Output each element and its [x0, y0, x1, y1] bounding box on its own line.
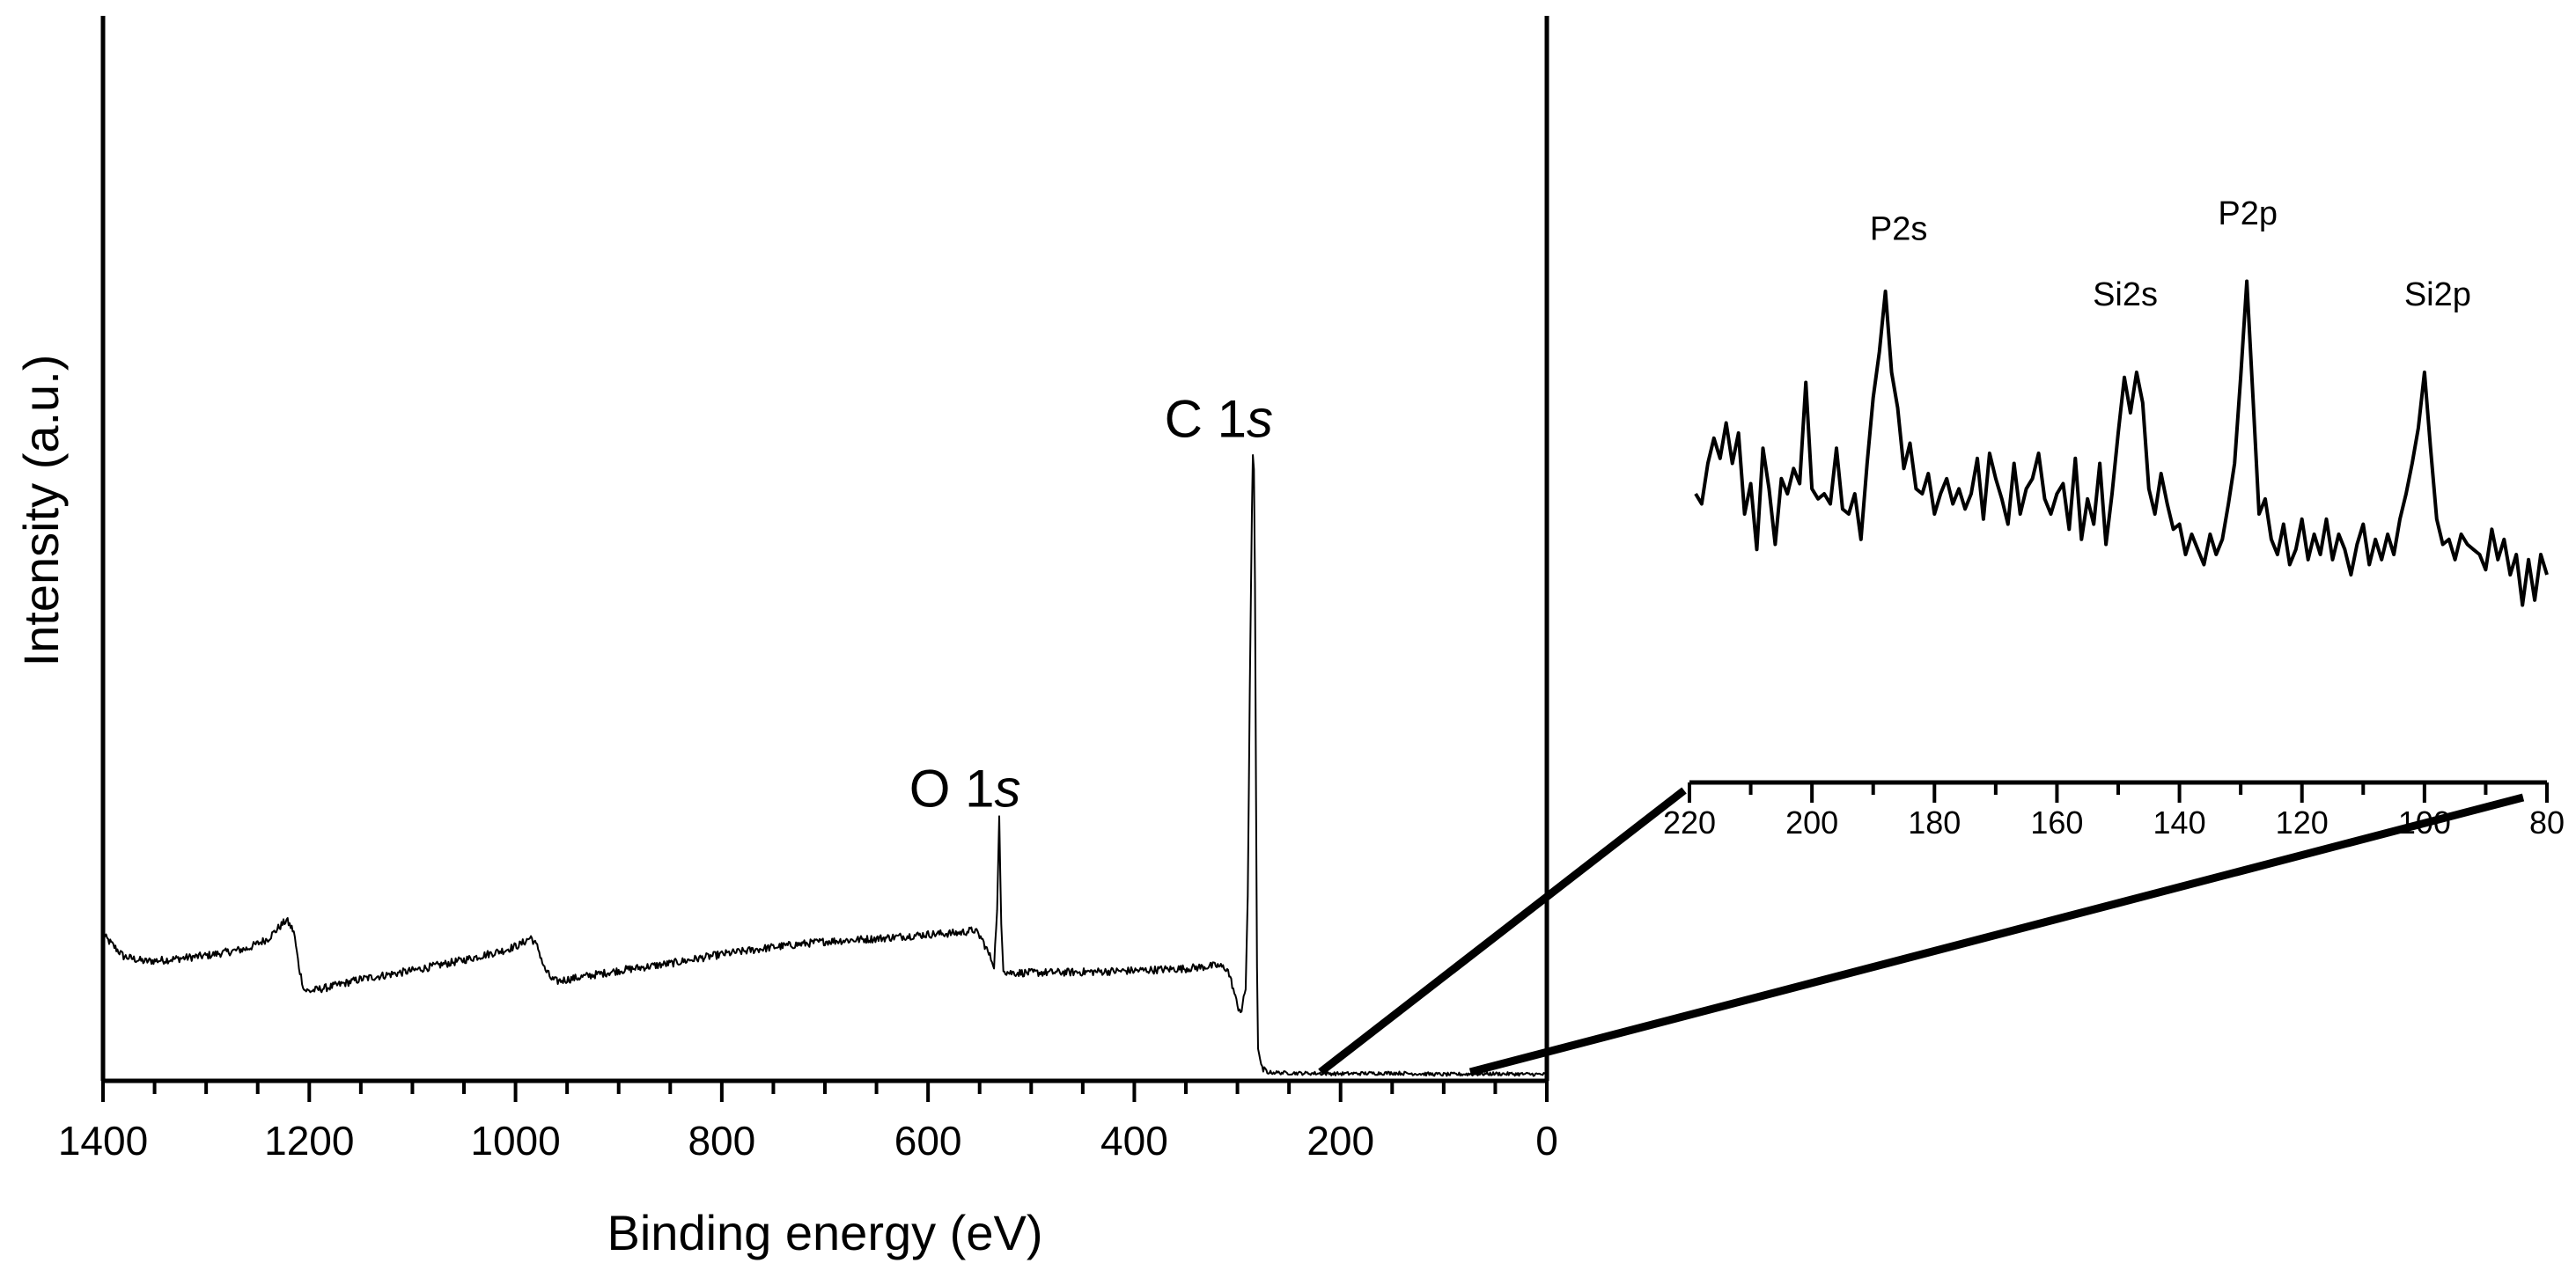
survey-x-ticks — [101, 1081, 1549, 1102]
inset-peak-label-Si2s: Si2s — [2093, 276, 2158, 313]
inset-peak-label-P2p: P2p — [2218, 195, 2278, 232]
survey-tick-label: 200 — [1306, 1118, 1374, 1164]
inset-tick-label: 80 — [2529, 804, 2565, 841]
survey-tick-label: 1200 — [264, 1118, 354, 1164]
survey-y-axis-title: Intensity (a.u.) — [13, 355, 69, 667]
survey-tick-label: 800 — [688, 1118, 755, 1164]
inset-peak-label-Si2p: Si2p — [2404, 276, 2471, 313]
survey-tick-label: 600 — [894, 1118, 962, 1164]
inset-peak-annotations: P2s Si2s P2p Si2p — [1870, 195, 2471, 313]
inset-peak-label-P2s: P2s — [1870, 210, 1927, 247]
survey-spectrum-line — [102, 454, 1547, 1077]
inset-tick-label: 140 — [2153, 804, 2206, 841]
inset-tick-label: 180 — [1908, 804, 1961, 841]
survey-peak-annotations: O 1s C 1s — [909, 390, 1273, 819]
survey-tick-label: 1400 — [58, 1118, 148, 1164]
peak-label-C1s: C 1s — [1165, 390, 1273, 449]
survey-tick-label: 0 — [1535, 1118, 1558, 1164]
inset-tick-label: 220 — [1663, 804, 1716, 841]
zoom-connector-left — [1318, 787, 1687, 1076]
zoom-connector-right — [1468, 793, 2525, 1076]
survey-x-tick-labels: 1400 1200 1000 800 600 400 200 0 — [58, 1118, 1558, 1164]
inset-tick-label: 100 — [2398, 804, 2451, 841]
inset-tick-label: 160 — [2030, 804, 2083, 841]
survey-tick-label: 400 — [1100, 1118, 1168, 1164]
survey-tick-label: 1000 — [470, 1118, 560, 1164]
peak-label-O1s: O 1s — [909, 760, 1021, 819]
inset-tick-label: 120 — [2276, 804, 2329, 841]
inset-x-tick-labels: 220 200 180 160 140 120 100 80 — [1663, 804, 2565, 841]
inset-tick-label: 200 — [1785, 804, 1838, 841]
survey-plot-frame — [100, 16, 1549, 1083]
inset-spectrum-line — [1694, 279, 2549, 607]
survey-x-axis-title: Binding energy (eV) — [607, 1205, 1043, 1260]
inset-x-ticks — [1688, 782, 2549, 803]
